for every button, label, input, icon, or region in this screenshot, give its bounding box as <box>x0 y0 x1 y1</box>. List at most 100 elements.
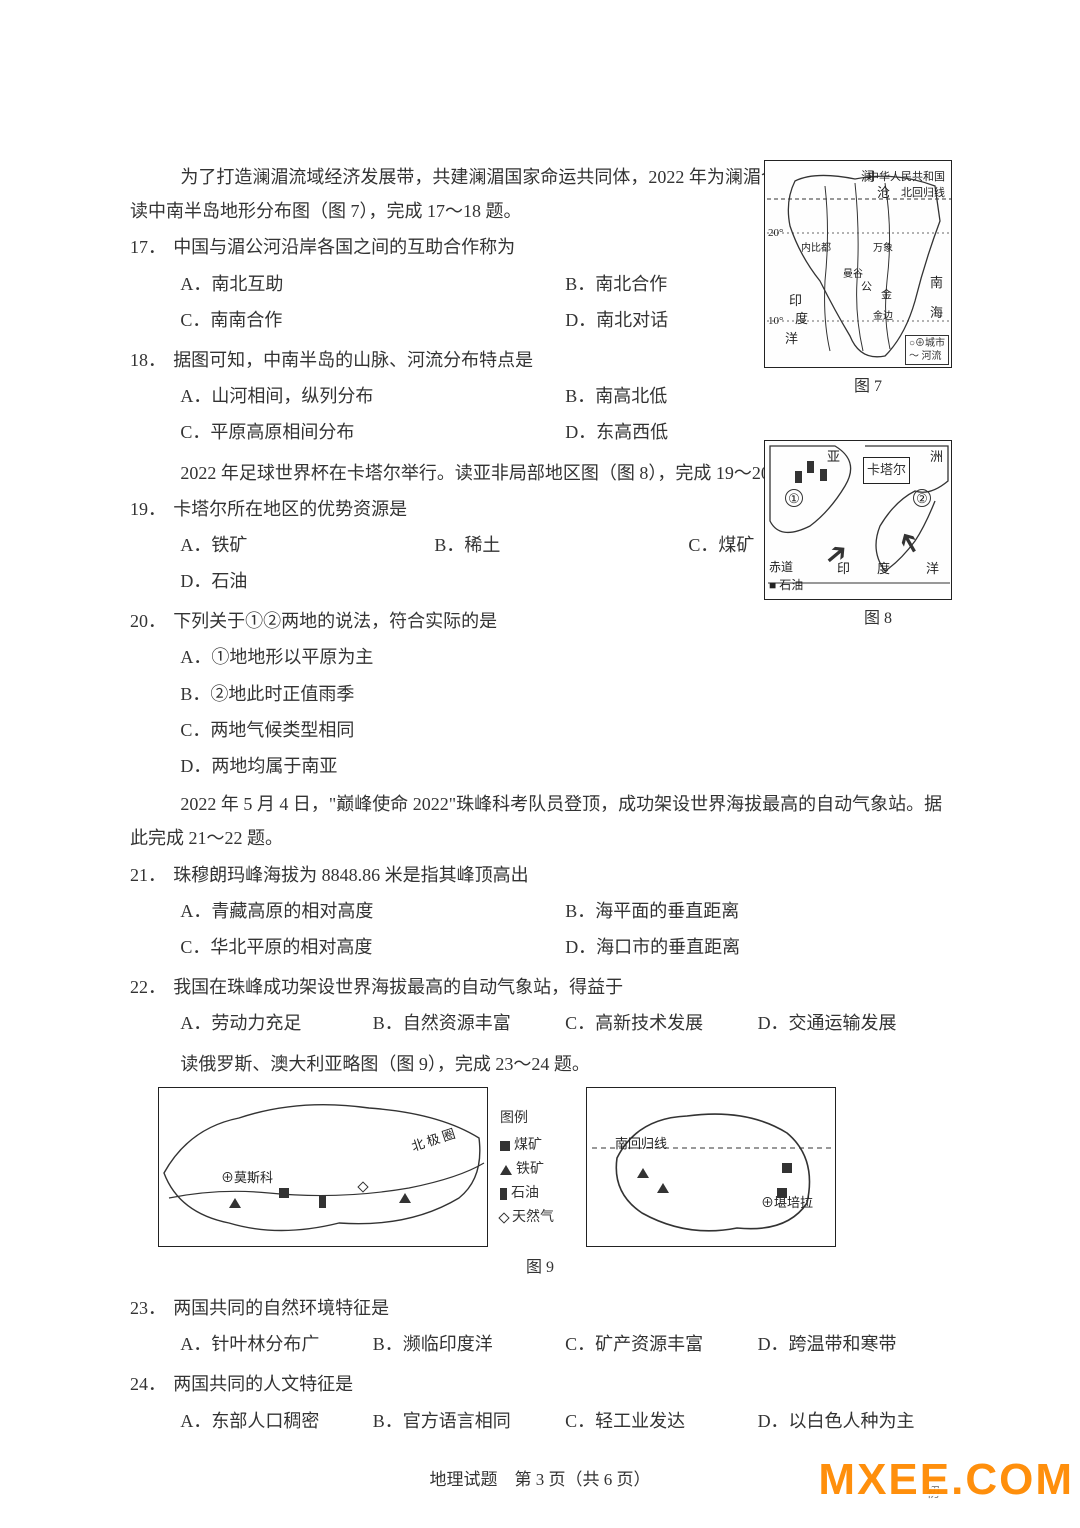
intro-21-22: 2022 年 5 月 4 日，"巅峰使命 2022"珠峰科考队员登顶，成功架设世… <box>130 787 950 855</box>
iron-icon <box>637 1168 649 1178</box>
q23: 23． 两国共同的自然环境特征是 <box>130 1291 950 1325</box>
wan-label: 万象 <box>873 239 893 258</box>
fig9-russia-map: ⊕莫斯科 北极圈 <box>158 1087 488 1247</box>
q24-opt-d: D．以白色人种为主 <box>758 1404 950 1438</box>
du-label: 度 <box>877 557 890 582</box>
legend-coal: 煤矿 <box>500 1134 574 1158</box>
q21-options: A．青藏高原的相对高度 B．海平面的垂直距离 C．华北平原的相对高度 D．海口市… <box>130 894 950 966</box>
yang2-label: 洋 <box>926 557 939 582</box>
q21: 21． 珠穆朗玛峰海拔为 8848.86 米是指其峰顶高出 <box>130 858 950 892</box>
fig9-row: ⊕莫斯科 北极圈 图例 煤矿 铁矿 石油 天然气 南回归线 ⊕堪培拉 <box>158 1087 950 1247</box>
legend-title: 图例 <box>500 1107 574 1131</box>
iron-icon <box>229 1198 241 1208</box>
q24: 24． 两国共同的人文特征是 <box>130 1367 950 1401</box>
yang-label: 洋 <box>785 327 798 352</box>
q17-opt-a: A．南北互助 <box>180 267 565 301</box>
q24-opt-b: B．官方语言相同 <box>373 1404 565 1438</box>
fig8-caption: 图 8 <box>864 604 892 634</box>
hai-label: 海 <box>930 301 943 326</box>
q19-opt-b: B．稀土 <box>434 528 688 562</box>
q20-text: 下列关于①②两地的说法，符合实际的是 <box>173 604 950 638</box>
tropic-label: 北回归线 <box>901 183 945 204</box>
oil-icon <box>795 471 802 483</box>
q22: 22． 我国在珠峰成功架设世界海拔最高的自动气象站，得益于 <box>130 970 950 1004</box>
legend-city: ○⊕城市 <box>909 337 945 350</box>
q22-text: 我国在珠峰成功架设世界海拔最高的自动气象站，得益于 <box>173 970 950 1004</box>
russia-outline-icon <box>159 1088 489 1248</box>
q20-opt-a: A．①地地形以平原为主 <box>180 640 950 674</box>
q23-text: 两国共同的自然环境特征是 <box>173 1291 950 1325</box>
q17-num: 17． <box>130 230 173 264</box>
oil-icon <box>807 461 814 473</box>
q18-opt-c: C．平原高原相间分布 <box>180 415 565 449</box>
legend-river: ～ 河流 <box>909 350 945 363</box>
iron-icon <box>399 1193 411 1203</box>
q21-opt-b: B．海平面的垂直距离 <box>565 894 950 928</box>
oil-legend: ■ 石油 <box>769 574 803 597</box>
q23-num: 23． <box>130 1291 173 1325</box>
iron-icon <box>657 1183 669 1193</box>
lancang-label: 澜 <box>861 165 874 190</box>
oil-icon <box>820 469 827 481</box>
circle1-label: ① <box>785 489 803 507</box>
nan-label: 南 <box>930 271 943 296</box>
q20-opt-c: C．两地气候类型相同 <box>180 713 950 747</box>
fig7-caption: 图 7 <box>854 372 882 402</box>
circle2-label: ② <box>913 489 931 507</box>
coal-icon <box>782 1163 792 1173</box>
q24-options: A．东部人口稠密 B．官方语言相同 C．轻工业发达 D．以白色人种为主 <box>130 1404 950 1440</box>
jinbian-label: 金边 <box>873 307 893 326</box>
coal-icon <box>777 1188 787 1198</box>
lat20-label: 20° <box>768 223 783 244</box>
fig7-map: 中华人民共和国 北回归线 澜 沧 20° 10° 印 度 洋 南 海 公 金 内… <box>764 160 952 368</box>
fig9-caption: 图 9 <box>130 1253 950 1283</box>
q23-opt-d: D．跨温带和寒带 <box>758 1327 950 1361</box>
legend-gas: 天然气 <box>500 1206 574 1230</box>
q19-opt-d: D．石油 <box>180 564 434 598</box>
q20-options: A．①地地形以平原为主 B．②地此时正值雨季 C．两地气候类型相同 D．两地均属… <box>130 640 950 783</box>
q22-opt-c: C．高新技术发展 <box>565 1006 757 1040</box>
q22-opt-b: B．自然资源丰富 <box>373 1006 565 1040</box>
q21-text: 珠穆朗玛峰海拔为 8848.86 米是指其峰顶高出 <box>173 858 950 892</box>
fig8-map: 亚 洲 卡塔尔 ① ② 印 度 洋 赤道 ■ 石油 ➔ ➔ <box>764 440 952 600</box>
oil-icon <box>319 1196 326 1208</box>
q23-opt-b: B．濒临印度洋 <box>373 1327 565 1361</box>
q24-opt-a: A．东部人口稠密 <box>180 1404 372 1438</box>
q23-options: A．针叶林分布广 B．濒临印度洋 C．矿产资源丰富 D．跨温带和寒带 <box>130 1327 950 1363</box>
q21-opt-d: D．海口市的垂直距离 <box>565 930 950 964</box>
q20: 20． 下列关于①②两地的说法，符合实际的是 <box>130 604 950 638</box>
q21-opt-c: C．华北平原的相对高度 <box>180 930 565 964</box>
q23-opt-a: A．针叶林分布广 <box>180 1327 372 1361</box>
q21-num: 21． <box>130 858 173 892</box>
jin-label: 金 <box>881 285 892 306</box>
legend-iron: 铁矿 <box>500 1158 574 1182</box>
lat10-label: 10° <box>768 311 783 332</box>
q18-opt-b: B．南高北低 <box>565 379 950 413</box>
fig9-australia-map: 南回归线 ⊕堪培拉 <box>586 1087 836 1247</box>
qatar-label: 卡塔尔 <box>863 457 910 484</box>
q22-opt-a: A．劳动力充足 <box>180 1006 372 1040</box>
q24-text: 两国共同的人文特征是 <box>173 1367 950 1401</box>
mangu-label: 曼谷 <box>843 265 863 284</box>
australia-outline-icon <box>587 1088 837 1248</box>
fig9-legend: 图例 煤矿 铁矿 石油 天然气 <box>500 1107 574 1230</box>
cang-label: 沧 <box>877 181 890 206</box>
q22-num: 22． <box>130 970 173 1004</box>
q19-num: 19． <box>130 492 173 526</box>
q19-opt-a: A．铁矿 <box>180 528 434 562</box>
q24-num: 24． <box>130 1367 173 1401</box>
zhou-label: 洲 <box>930 445 943 470</box>
q23-opt-c: C．矿产资源丰富 <box>565 1327 757 1361</box>
watermark: MXEE.COM <box>818 1438 1074 1522</box>
legend-oil: 石油 <box>500 1182 574 1206</box>
ya-label: 亚 <box>827 445 840 470</box>
tropic-s-label: 南回归线 <box>615 1132 667 1157</box>
q22-options: A．劳动力充足 B．自然资源丰富 C．高新技术发展 D．交通运输发展 <box>130 1006 950 1042</box>
q18-num: 18． <box>130 343 173 377</box>
q20-opt-b: B．②地此时正值雨季 <box>180 677 950 711</box>
intro-23-24: 读俄罗斯、澳大利亚略图（图 9），完成 23～24 题。 <box>130 1047 950 1081</box>
fig7-legend: ○⊕城市 ～ 河流 <box>905 335 949 365</box>
neibidu-label: 内比都 <box>801 239 831 258</box>
q24-opt-c: C．轻工业发达 <box>565 1404 757 1438</box>
q17-opt-c: C．南南合作 <box>180 303 565 337</box>
